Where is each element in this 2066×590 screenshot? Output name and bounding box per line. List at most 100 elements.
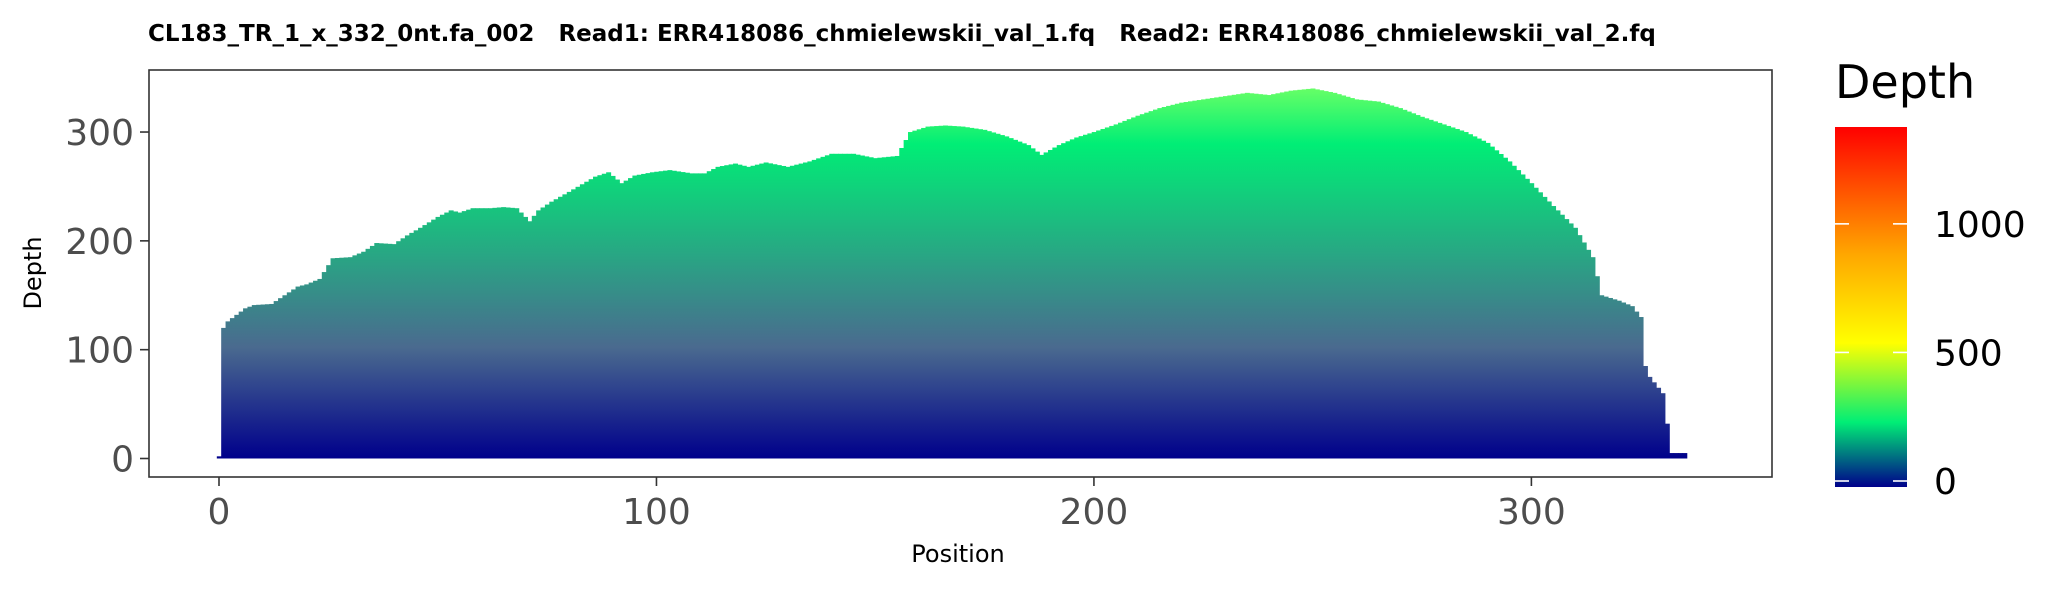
coverage-bar [702, 173, 708, 459]
coverage-bar [1406, 111, 1412, 459]
coverage-bar [1187, 101, 1193, 459]
coverage-bar [418, 227, 424, 459]
coverage-bar [772, 164, 778, 459]
coverage-bar [553, 199, 559, 459]
coverage-bar [1358, 99, 1364, 459]
coverage-bar [1581, 242, 1587, 459]
y-axis: 0 100 200 300 [65, 113, 149, 481]
coverage-bar [794, 164, 800, 459]
coverage-bar [1196, 100, 1202, 459]
coverage-bar [435, 216, 441, 459]
coverage-bar [929, 126, 935, 459]
coverage-bar [1393, 106, 1399, 459]
coverage-bar [619, 183, 625, 459]
coverage-bar [334, 257, 340, 459]
coverage-bar [601, 173, 607, 459]
coverage-bar [816, 158, 822, 459]
coverage-bar [400, 238, 406, 459]
coverage-bar [1345, 96, 1351, 459]
coverage-bar [461, 211, 467, 459]
coverage-bar [295, 286, 301, 459]
coverage-bar [1555, 210, 1561, 459]
coverage-bar [982, 129, 988, 459]
coverage-bar [457, 212, 463, 459]
coverage-bar [711, 169, 717, 459]
coverage-bar [1218, 96, 1224, 459]
coverage-bar [1306, 88, 1312, 459]
coverage-bar [1371, 101, 1377, 459]
coverage-bar [1021, 143, 1027, 459]
legend: Depth 0 500 1000 [1835, 55, 2026, 503]
coverage-bar [1043, 152, 1049, 459]
coverage-bar [733, 163, 738, 459]
coverage-bar [448, 210, 454, 459]
coverage-bar [1660, 393, 1666, 459]
coverage-bar [1642, 366, 1648, 459]
coverage-bar [1004, 136, 1010, 459]
coverage-bar [1052, 147, 1058, 459]
coverage-bar [1082, 134, 1088, 459]
coverage-bar [1323, 91, 1329, 459]
coverage-bar [339, 257, 345, 459]
coverage-bar [431, 219, 437, 459]
coverage-bar [868, 157, 874, 459]
coverage-bar [1437, 122, 1443, 459]
coverage-bar [698, 173, 703, 459]
coverage-bar [693, 173, 699, 459]
coverage-bar [1507, 161, 1513, 459]
coverage-bar [1432, 121, 1438, 459]
coverage-bar [842, 153, 848, 459]
coverage-bar [308, 282, 314, 459]
coverage-bar [1559, 214, 1565, 459]
coverage-bar [330, 258, 336, 459]
coverage-bar [1354, 99, 1360, 459]
coverage-bar [798, 163, 804, 459]
coverage-bar [518, 212, 524, 459]
coverage-bar [689, 173, 695, 459]
coverage-bar [899, 147, 905, 459]
coverage-bar [1030, 148, 1036, 459]
coverage-bar [544, 204, 550, 459]
coverage-bar [781, 165, 787, 459]
coverage-bar [614, 179, 620, 459]
coverage-bar [1489, 146, 1495, 459]
coverage-bar [737, 164, 743, 459]
coverage-bar [667, 170, 673, 459]
coverage-bar [1389, 105, 1395, 459]
coverage-bar [1529, 183, 1535, 459]
coverage-bar [873, 158, 878, 459]
coverage-bar [282, 295, 288, 459]
coverage-bar [593, 176, 599, 459]
coverage-bar [1533, 187, 1539, 459]
coverage-bar [1297, 89, 1303, 459]
coverage-bar [1292, 90, 1298, 459]
coverage-bar [1621, 302, 1627, 459]
coverage-bar [719, 166, 725, 459]
coverage-bar [291, 289, 297, 459]
coverage-bar [636, 174, 642, 459]
coverage-bar [1192, 100, 1198, 459]
coverage-bar [1446, 125, 1452, 459]
coverage-bar [754, 164, 760, 459]
coverage-bar [1008, 138, 1014, 459]
coverage-bar [1174, 103, 1180, 459]
coverage-bar [1511, 165, 1517, 459]
coverage-bar [1179, 102, 1185, 459]
coverage-bar [326, 265, 332, 459]
coverage-bar [803, 162, 808, 459]
coverage-bar [1288, 90, 1294, 459]
coverage-bar [247, 306, 253, 459]
coverage-bar [1310, 88, 1316, 459]
coverage-bar [908, 132, 913, 459]
chart-title: CL183_TR_1_x_332_0nt.fa_002 Read1: ERR41… [148, 21, 1656, 47]
coverage-bar [977, 129, 983, 459]
coverage-bar [1498, 154, 1504, 459]
coverage-bar [1275, 93, 1281, 459]
coverage-bar [1240, 93, 1246, 459]
coverage-bar [321, 272, 327, 459]
coverage-bar [453, 211, 459, 459]
coverage-bar [1139, 114, 1145, 459]
coverage-bar [514, 208, 520, 459]
coverage-bar [584, 181, 590, 459]
coverage-bar [1026, 145, 1032, 459]
